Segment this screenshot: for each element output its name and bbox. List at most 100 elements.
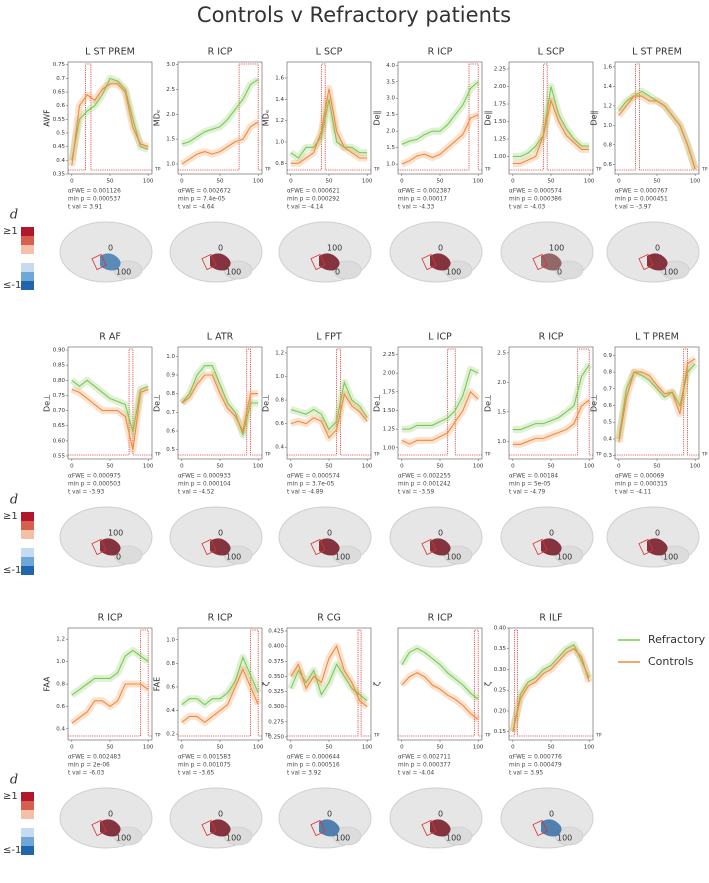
tract	[541, 538, 562, 556]
series-line	[71, 649, 149, 696]
chart-title: R AF	[99, 332, 121, 343]
tract	[430, 538, 451, 556]
tract	[100, 819, 121, 837]
scale-max: ≥1	[3, 791, 18, 802]
x-tick-label: 0	[70, 179, 74, 185]
y-tick-label: 2.0	[497, 380, 506, 386]
tract	[210, 819, 231, 837]
chart-title: R CG	[317, 613, 341, 624]
series-band	[399, 669, 481, 723]
chart-title: L SCP	[316, 47, 343, 58]
tract-start-label: 0	[655, 529, 660, 538]
x-tick-label: 50	[326, 179, 333, 185]
y-tick-label: 0.5	[603, 420, 612, 426]
tract-box	[638, 253, 654, 271]
stat-line: t val = -3.65	[178, 771, 215, 777]
y-tick-label: 1.0	[497, 439, 506, 445]
stat-line: t val = -3.59	[398, 490, 435, 496]
tract-box	[201, 819, 217, 837]
series-line	[71, 379, 149, 432]
stat-line: min p = 0.000451	[615, 197, 668, 203]
tract-box	[310, 253, 326, 271]
y-tick-label: 2.0	[166, 112, 175, 118]
stat-line: min p = 0.001242	[398, 482, 451, 488]
x-axis-label: TP	[484, 167, 491, 173]
series-line	[512, 98, 590, 165]
y-axis-label: AWF	[43, 109, 52, 127]
y-tick-label: 1.6	[275, 76, 284, 82]
series-band	[400, 79, 481, 148]
stat-line: min p = 7.4e-05	[178, 197, 226, 203]
stat-line: αFWE = 0.000767	[615, 189, 668, 195]
significance-box	[615, 63, 699, 171]
series-line	[512, 399, 590, 445]
y-tick-label: 0.400	[268, 644, 284, 650]
series-line	[181, 121, 259, 165]
scale-swatch	[21, 819, 34, 828]
series-line	[512, 86, 590, 158]
series-line	[181, 667, 259, 724]
x-axis-label: TP	[373, 452, 380, 458]
x-tick-label: 50	[326, 745, 333, 751]
y-tick-label: 1.0	[386, 162, 395, 168]
y-tick-label: 0.6	[166, 684, 175, 690]
x-tick-label: 100	[253, 745, 264, 751]
x-axis-label: TP	[701, 452, 708, 458]
y-tick-label: 2.00	[383, 371, 396, 377]
stat-line: αFWE = 0.002711	[398, 755, 451, 761]
stat-line: min p = 0.000479	[509, 763, 562, 769]
y-tick-label: 0.55	[53, 453, 66, 459]
scale-swatch	[21, 837, 34, 846]
y-tick-label: 0.60	[53, 438, 66, 444]
y-tick-label: 0.7	[603, 386, 612, 392]
tract-box	[310, 538, 326, 556]
scale-swatch	[21, 828, 34, 837]
stat-line: t val = -3.93	[68, 490, 105, 496]
scale-label: d	[10, 208, 18, 223]
y-tick-label: 1.2	[56, 637, 65, 643]
tract-end-label: 100	[557, 553, 572, 562]
x-tick-label: 50	[654, 464, 661, 470]
y-tick-label: 3.5	[386, 79, 395, 85]
x-tick-label: 50	[217, 745, 224, 751]
stat-line: min p = 0.000537	[68, 197, 121, 203]
tract-start-label: 0	[218, 244, 223, 253]
x-tick-label: 100	[690, 464, 701, 470]
scale-swatch	[21, 539, 34, 548]
tract	[100, 253, 121, 271]
y-axis-label: De⊥	[484, 394, 493, 412]
tract-box	[532, 819, 548, 837]
x-tick-label: 50	[437, 745, 444, 751]
x-tick-label: 0	[511, 745, 515, 751]
scale-min: ≤-1	[3, 565, 21, 576]
series-line	[71, 683, 149, 724]
significance-box	[398, 348, 482, 456]
tract-box	[91, 538, 107, 556]
chart-title: L ATR	[207, 332, 234, 343]
stat-line: min p = 3.7e-05	[287, 482, 335, 488]
y-tick-label: 0.8	[603, 142, 612, 148]
x-tick-label: 0	[400, 179, 404, 185]
chart-title: L SCP	[538, 47, 565, 58]
scale-swatch	[21, 245, 34, 254]
series-line	[290, 392, 368, 439]
y-tick-label: 0.9	[603, 353, 612, 359]
tract-start-label: 0	[549, 529, 554, 538]
significance-box	[509, 63, 593, 171]
significance-box	[287, 629, 371, 737]
scale-swatch	[21, 792, 34, 801]
x-tick-label: 100	[143, 464, 154, 470]
x-axis-label: TP	[154, 733, 161, 739]
series-line	[618, 95, 696, 170]
x-tick-label: 50	[437, 179, 444, 185]
tract-end-label: 0	[557, 268, 562, 277]
y-tick-label: 0.6	[56, 103, 65, 109]
tract-box	[421, 538, 437, 556]
x-tick-label: 0	[511, 464, 515, 470]
stat-line: t val = 3.95	[509, 771, 543, 777]
tract-start-label: 0	[327, 529, 332, 538]
y-tick-label: 1.25	[494, 137, 507, 143]
x-tick-label: 100	[473, 745, 484, 751]
stat-line: min p = 0.000377	[398, 763, 451, 769]
y-axis-label: ζ	[373, 682, 382, 686]
